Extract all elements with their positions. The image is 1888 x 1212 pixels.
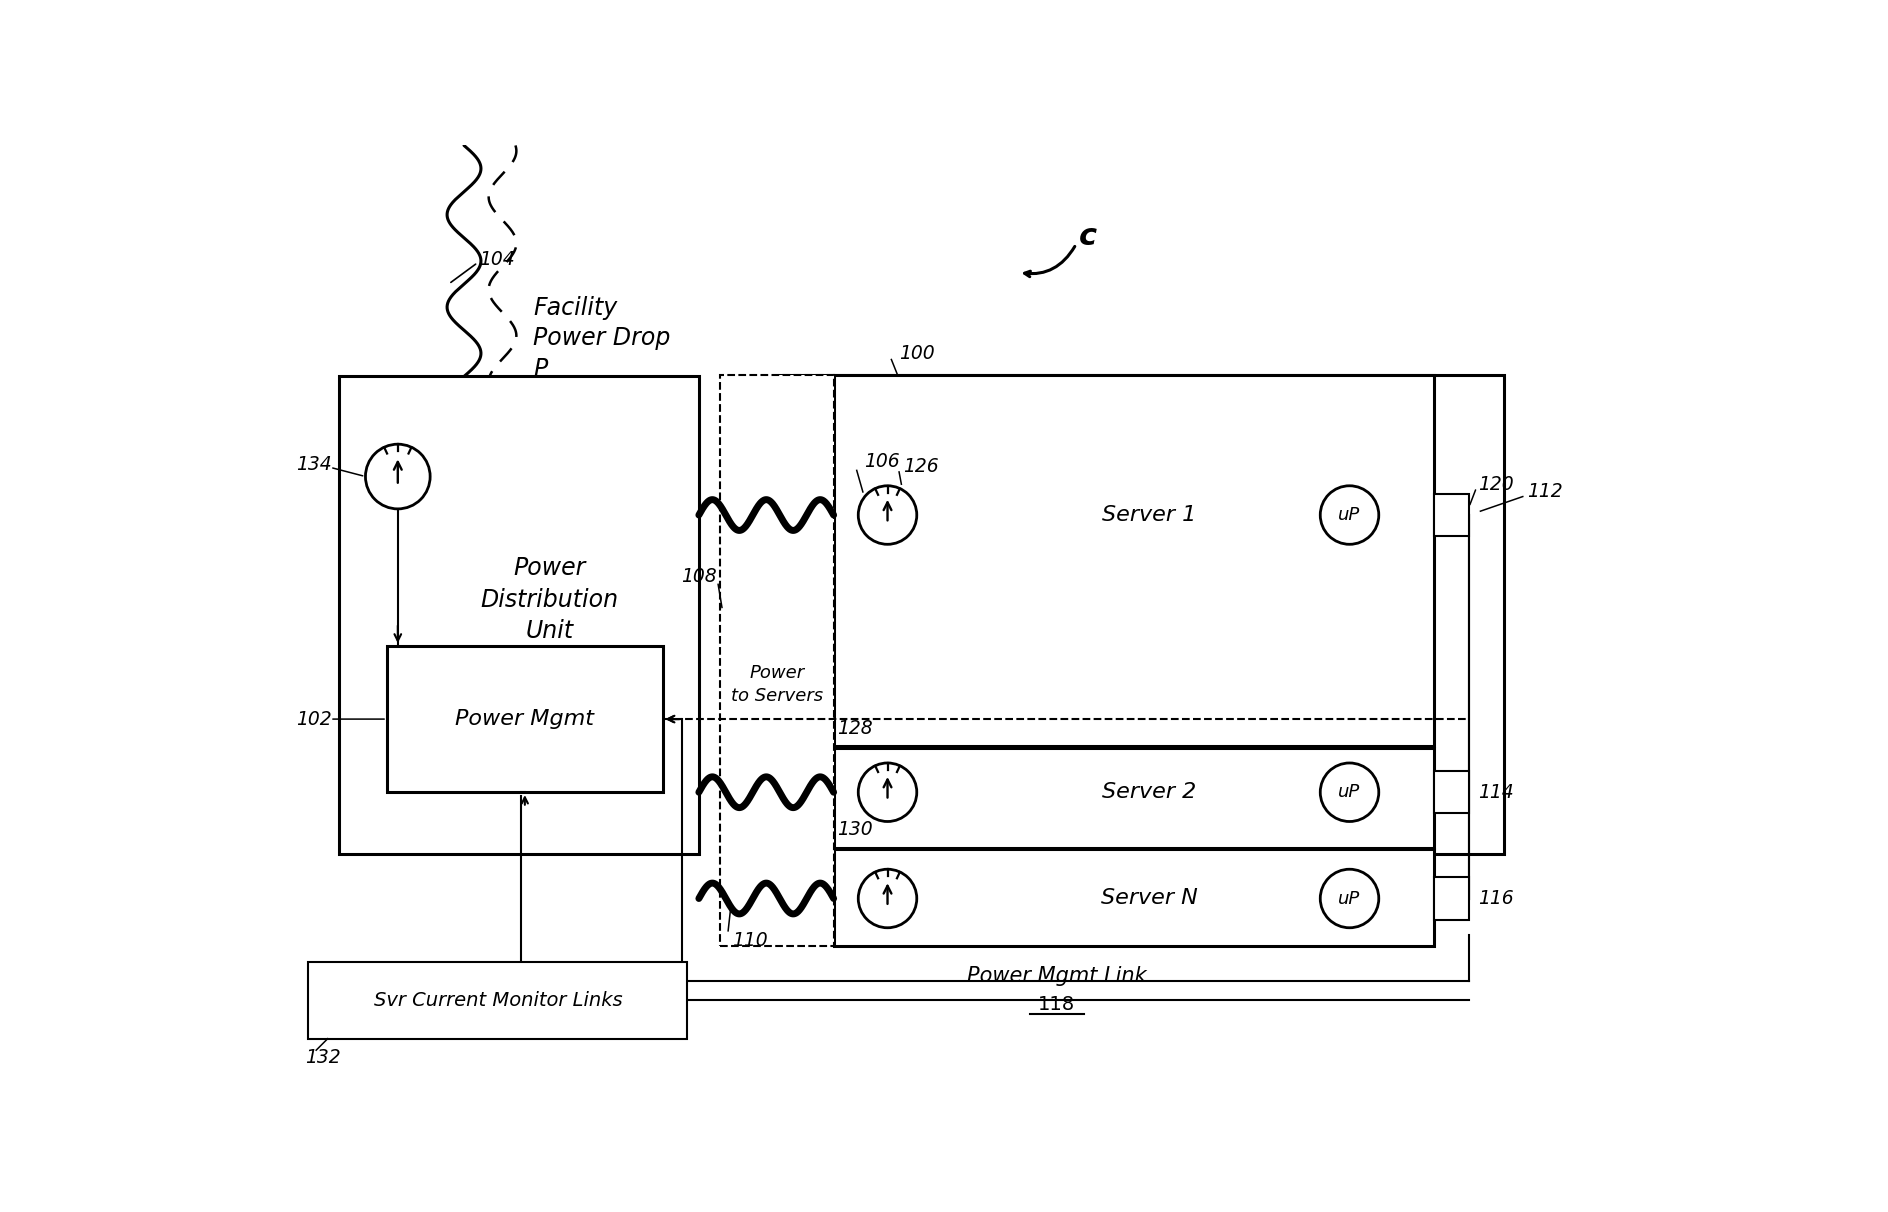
Bar [340, 377, 699, 853]
Text: c: c [1078, 222, 1097, 251]
Circle shape [1320, 764, 1378, 822]
Text: Svr Current Monitor Links: Svr Current Monitor Links [374, 990, 623, 1010]
Bar [834, 748, 1435, 847]
Bar [387, 646, 663, 793]
Bar [308, 961, 687, 1039]
Text: 100: 100 [899, 344, 935, 362]
Text: 108: 108 [682, 567, 717, 587]
Text: uP: uP [1339, 507, 1361, 524]
Circle shape [859, 764, 918, 822]
Text: 130: 130 [838, 821, 872, 840]
Text: 114: 114 [1478, 783, 1514, 802]
Circle shape [366, 445, 430, 509]
Bar [834, 850, 1435, 947]
Text: 126: 126 [902, 457, 938, 476]
Circle shape [859, 869, 918, 927]
Text: Facility
Power Drop
P: Facility Power Drop P [532, 296, 670, 381]
Bar [1435, 877, 1469, 920]
Bar [834, 375, 1435, 747]
Text: 118: 118 [1038, 995, 1076, 1014]
Text: Power Mgmt Link: Power Mgmt Link [967, 966, 1146, 985]
Text: Power Mgmt: Power Mgmt [455, 709, 595, 730]
Bar [1435, 771, 1469, 813]
Circle shape [1320, 486, 1378, 544]
Text: 106: 106 [865, 452, 901, 470]
Text: Power
to Servers: Power to Servers [731, 664, 823, 704]
Bar [721, 375, 834, 947]
Text: Server 2: Server 2 [1103, 782, 1197, 802]
Text: 110: 110 [733, 931, 768, 950]
Text: 104: 104 [480, 250, 515, 269]
Text: 134: 134 [296, 456, 332, 474]
Text: Power
Distribution
Unit: Power Distribution Unit [481, 556, 619, 644]
Text: 120: 120 [1478, 475, 1514, 493]
Bar [780, 375, 1503, 853]
Circle shape [1320, 869, 1378, 927]
Text: 112: 112 [1527, 482, 1561, 502]
Text: uP: uP [1339, 783, 1361, 801]
Bar [1435, 493, 1469, 536]
Text: uP: uP [1339, 890, 1361, 908]
Text: 132: 132 [304, 1048, 340, 1068]
Text: Server 1: Server 1 [1103, 505, 1197, 525]
Text: 116: 116 [1478, 888, 1514, 908]
Circle shape [859, 486, 918, 544]
Text: 128: 128 [838, 719, 872, 738]
Text: Server N: Server N [1101, 888, 1197, 909]
Text: 102: 102 [296, 709, 332, 728]
